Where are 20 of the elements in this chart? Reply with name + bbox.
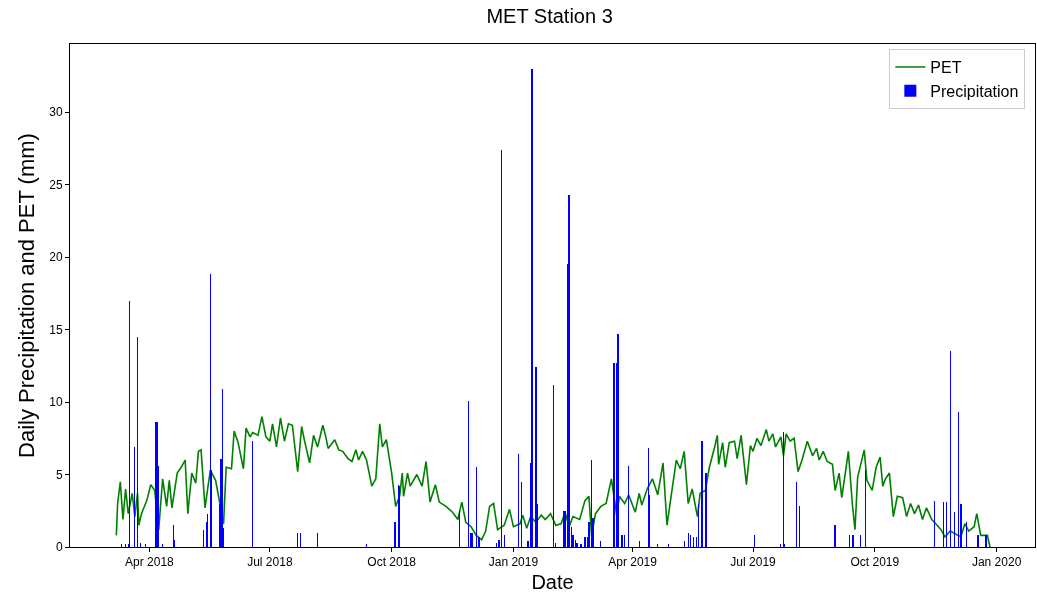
legend-label: PET: [930, 59, 962, 77]
y-tick-label: 15: [49, 322, 63, 337]
x-axis-title: Date: [531, 570, 574, 593]
chart-title: MET Station 3: [486, 5, 613, 28]
y-tick-label: 5: [55, 467, 63, 482]
x-tick-label: Apr 2019: [608, 555, 658, 570]
y-tick-label: 0: [55, 540, 63, 555]
x-tick-label: Oct 2019: [850, 555, 900, 570]
legend-label: Precipitation: [930, 82, 1019, 100]
x-tick-label: Jul 2019: [730, 555, 777, 570]
y-axis-title: Daily Precipitation and PET (mm): [14, 133, 40, 458]
y-tick-label: 20: [49, 250, 63, 265]
x-tick-label: Jan 2019: [488, 555, 539, 570]
x-tick-label: Jul 2018: [247, 555, 293, 570]
y-tick-label: 10: [49, 395, 63, 410]
y-tick-label: 30: [49, 105, 63, 120]
x-tick-label: Jan 2020: [971, 555, 1022, 570]
x-tick-label: Oct 2018: [367, 555, 417, 570]
y-tick-label: 25: [49, 177, 63, 192]
x-tick-label: Apr 2018: [125, 555, 175, 570]
